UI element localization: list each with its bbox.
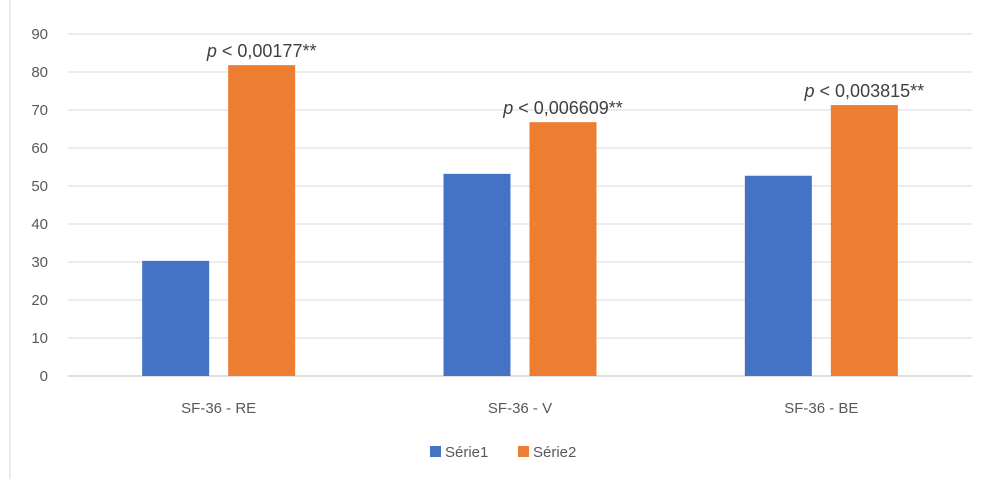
bar-serie1-2 [744,175,812,376]
legend-swatch-serie1 [430,446,441,457]
x-category-label: SF-36 - V [488,400,552,417]
p-value-text: < 0,00177** [217,41,317,61]
y-tick-label: 80 [31,64,48,81]
legend: Série1 Série2 [430,444,576,461]
bar-serie1-1 [443,173,511,376]
gridlines [68,33,972,377]
bar-serie1-0 [142,260,210,376]
legend-swatch-serie2 [518,446,529,457]
p-value-annotation: p < 0,00177** [206,41,317,61]
legend-label-serie2: Série2 [533,444,576,461]
x-category-label: SF-36 - RE [181,400,256,417]
p-value-text: < 0,003815** [815,81,925,101]
p-symbol: p [804,81,815,101]
y-tick-label: 30 [31,254,48,271]
p-symbol: p [502,98,513,118]
y-tick-label: 40 [31,216,48,233]
p-value-text: < 0,006609** [513,98,623,118]
p-symbol: p [206,41,217,61]
legend-label-serie1: Série1 [445,444,488,461]
y-tick-label: 10 [31,330,48,347]
p-value-annotation: p < 0,006609** [502,98,623,118]
y-tick-label: 90 [31,26,48,43]
bars [142,65,898,376]
annotations: p < 0,00177**p < 0,006609**p < 0,003815*… [206,41,924,118]
y-tick-label: 60 [31,140,48,157]
bar-serie2-1 [529,122,597,376]
x-axis-categories: SF-36 - RE SF-36 - V SF-36 - BE [181,400,858,417]
y-axis-ticks: 0 10 20 30 40 50 60 70 80 90 [31,26,48,385]
x-category-label: SF-36 - BE [784,400,858,417]
y-tick-label: 50 [31,178,48,195]
bar-serie2-2 [830,105,898,376]
y-tick-label: 0 [40,368,48,385]
y-tick-label: 20 [31,292,48,309]
p-value-annotation: p < 0,003815** [804,81,925,101]
y-tick-label: 70 [31,102,48,119]
bar-serie2-0 [228,65,296,376]
